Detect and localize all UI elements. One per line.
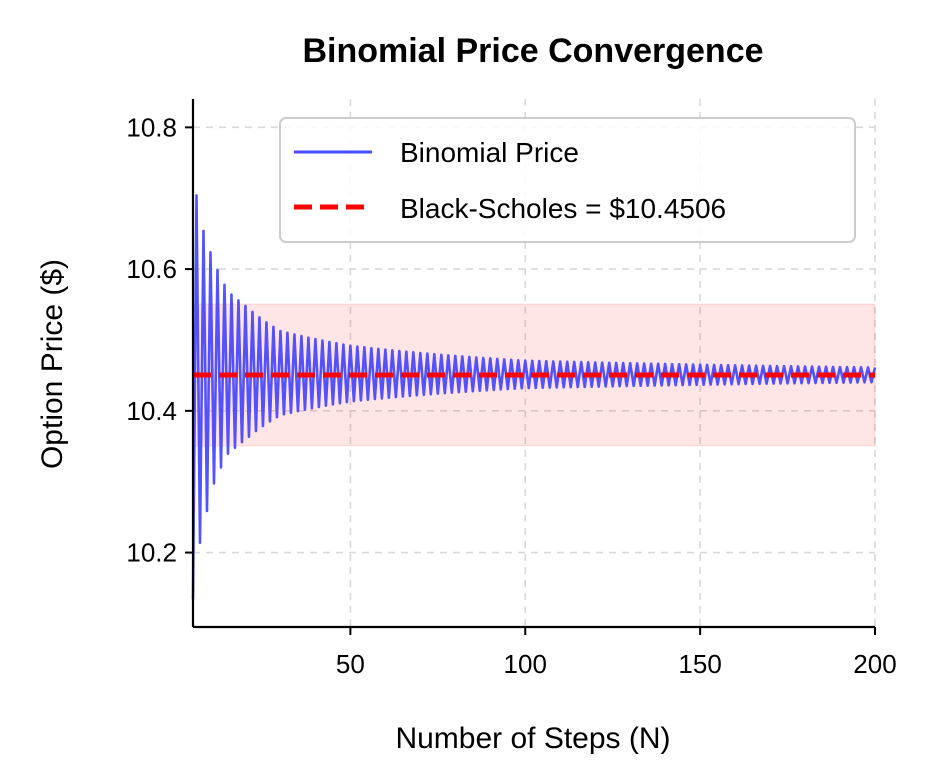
legend-box <box>279 117 856 243</box>
x-tick-label: 100 <box>504 649 547 679</box>
x-tick-label: 200 <box>853 649 896 679</box>
x-tick-label: 150 <box>678 649 721 679</box>
legend-label-binomial: Binomial Price <box>400 137 579 168</box>
x-ticks: 50 100 150 200 <box>336 627 897 679</box>
x-axis-label: Number of Steps (N) <box>395 722 670 755</box>
legend: Binomial Price Black-Scholes = $10.4506 <box>279 117 856 243</box>
y-tick-label: 10.4 <box>126 396 177 426</box>
y-tick-label: 10.8 <box>126 112 177 142</box>
series-layer <box>191 194 877 600</box>
chart-title: Binomial Price Convergence <box>302 32 763 70</box>
y-tick-label: 10.2 <box>126 538 177 568</box>
legend-label-black-scholes: Black-Scholes = $10.4506 <box>400 193 726 224</box>
y-ticks: 10.2 10.4 10.6 10.8 <box>126 112 193 568</box>
y-axis-label: Option Price ($) <box>36 259 69 469</box>
axes-spines <box>191 99 875 629</box>
y-tick-label: 10.6 <box>126 254 177 284</box>
x-tick-label: 50 <box>336 649 365 679</box>
